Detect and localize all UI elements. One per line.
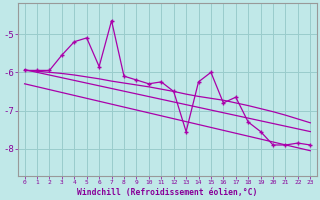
X-axis label: Windchill (Refroidissement éolien,°C): Windchill (Refroidissement éolien,°C) — [77, 188, 258, 197]
